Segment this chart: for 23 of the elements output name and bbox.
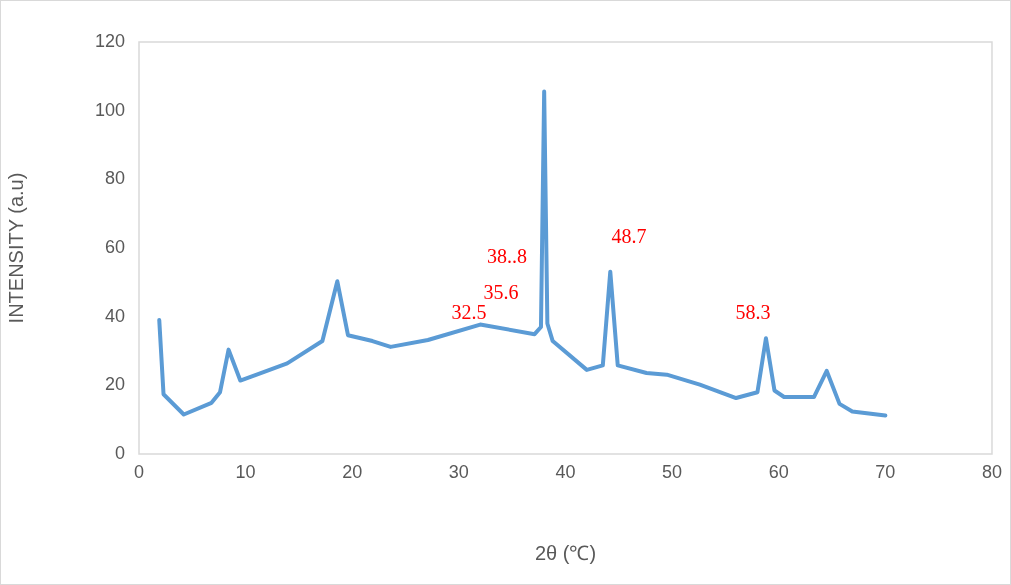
x-tick-label: 20 bbox=[342, 461, 363, 482]
x-axis-title: 2θ (℃) bbox=[534, 541, 597, 564]
annotation: 35.6 bbox=[483, 281, 519, 304]
x-tick-label: 70 bbox=[875, 461, 896, 482]
y-tick-label: 100 bbox=[94, 99, 125, 120]
y-tick-label: 40 bbox=[104, 305, 125, 326]
annotation: 58.3 bbox=[735, 301, 771, 324]
x-tick-label: 0 bbox=[133, 461, 145, 482]
y-axis-title: INTENSITY (a.u) bbox=[4, 172, 27, 324]
y-tick-label: 20 bbox=[104, 374, 125, 395]
y-tick-label: 80 bbox=[104, 168, 125, 189]
y-tick-label: 60 bbox=[104, 236, 125, 257]
x-tick-label: 50 bbox=[662, 461, 683, 482]
x-tick-label: 30 bbox=[448, 461, 469, 482]
y-tick-label: 120 bbox=[94, 30, 125, 51]
x-tick-label: 80 bbox=[981, 461, 1002, 482]
x-tick-label: 60 bbox=[768, 461, 789, 482]
y-tick-label: 0 bbox=[114, 442, 125, 463]
annotation: 38..8 bbox=[487, 245, 527, 268]
annotation: 32.5 bbox=[451, 301, 487, 324]
x-tick-label: 10 bbox=[235, 461, 256, 482]
annotation: 48.7 bbox=[611, 225, 647, 248]
x-tick-label: 40 bbox=[555, 461, 576, 482]
